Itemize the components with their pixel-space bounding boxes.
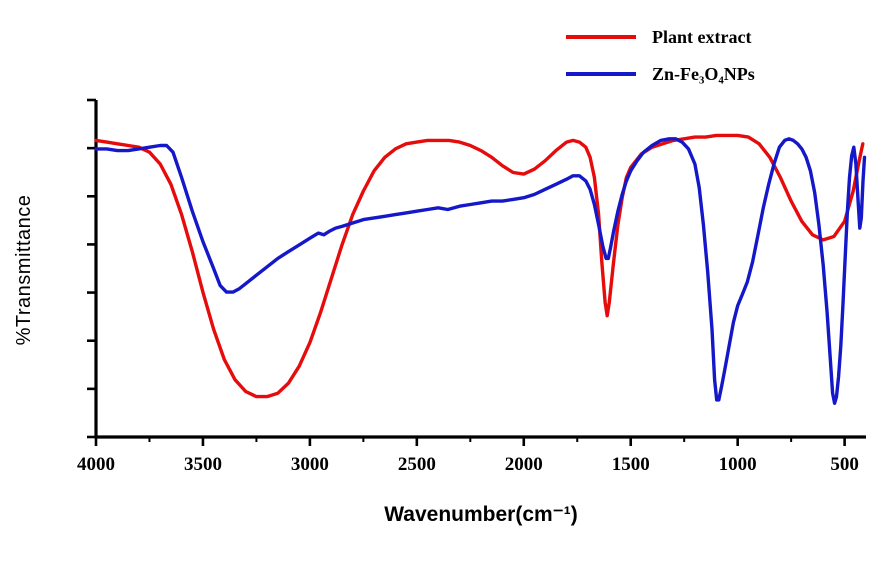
axes [87,98,866,446]
svg-text:2000: 2000 [505,454,543,475]
zn-fe3o4-nps-line-swatch [566,72,636,76]
svg-text:1500: 1500 [612,454,650,475]
svg-text:2500: 2500 [398,454,436,475]
plant-extract-line-swatch [566,35,636,39]
spectrum-curves [94,133,867,405]
svg-text:4000: 4000 [77,454,115,475]
legend-label-zn-fe3o4-nps: Zn-Fe₃O₄NPs [652,63,755,84]
svg-text:500: 500 [830,454,859,475]
svg-text:3000: 3000 [291,454,329,475]
legend-entry-plant-extract: Plant extract [566,24,755,50]
x-tick-labels: 4000 3500 3000 2500 2000 1500 1000 500 [77,454,859,475]
legend: Plant extract Zn-Fe₃O₄NPs [566,24,755,87]
y-axis-label: %Transmittance [13,195,35,346]
legend-label-plant-extract: Plant extract [652,26,752,47]
svg-text:1000: 1000 [719,454,757,475]
legend-entry-zn-fe3o4-nps: Zn-Fe₃O₄NPs [566,61,755,87]
svg-text:3500: 3500 [184,454,222,475]
x-axis-label: Wavenumber(cm⁻¹) [384,503,578,526]
